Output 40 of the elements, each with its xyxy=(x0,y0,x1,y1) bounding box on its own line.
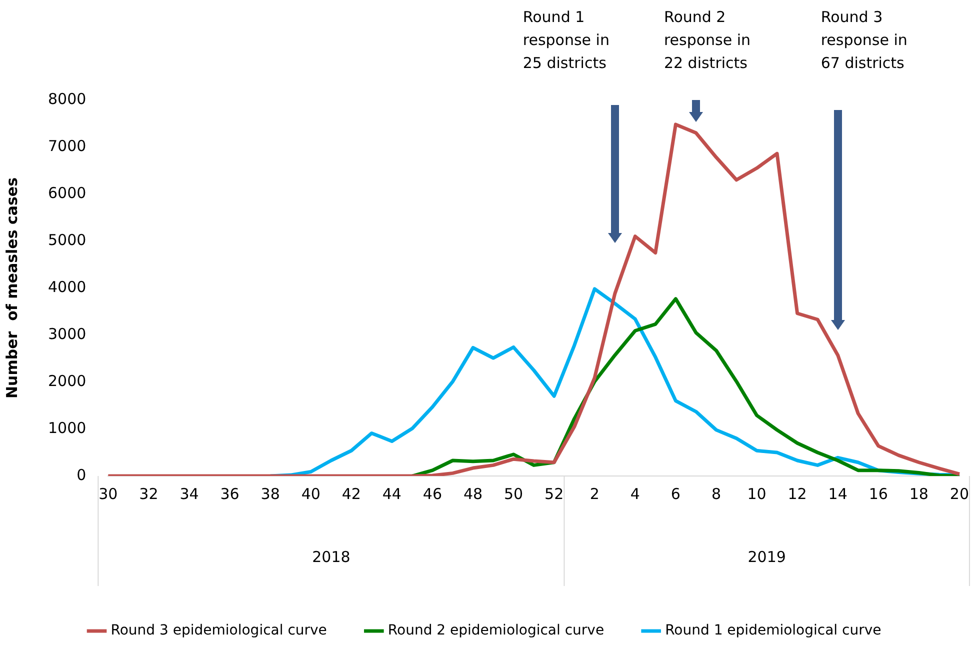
x-tick-label: 50 xyxy=(504,484,524,503)
x-tick-label: 52 xyxy=(544,484,564,503)
x-tick-label: 38 xyxy=(260,484,280,503)
x-tick-label: 48 xyxy=(463,484,483,503)
y-tick-label: 0 xyxy=(76,466,86,484)
text: 2018 xyxy=(312,548,350,566)
legend-label: Round 1 epidemiological curve xyxy=(665,622,882,639)
text: Round 3 response in 67 districts xyxy=(820,7,908,74)
x-tick-label: 4 xyxy=(630,484,640,503)
x-tick-label: 44 xyxy=(382,484,402,503)
x-tick-label: 40 xyxy=(301,484,320,503)
x-tick-label: 34 xyxy=(180,484,199,503)
x-tick-label: 16 xyxy=(868,484,888,503)
text: 2019 xyxy=(748,548,786,566)
x-tick-label: 2 xyxy=(590,484,600,503)
y-axis-title: Number of measles cases xyxy=(2,177,21,399)
y-tick-label: 6000 xyxy=(48,184,86,202)
y-tick-label: 4000 xyxy=(48,278,86,296)
x-tick-label: 8 xyxy=(711,484,722,503)
x-tick-label: 30 xyxy=(98,484,118,503)
x-tick-label: 36 xyxy=(220,484,240,503)
x-tick-label: 10 xyxy=(747,484,766,503)
text: Round 2 response in 22 districts xyxy=(664,7,752,74)
x-tick-label: 18 xyxy=(909,484,928,503)
legend-label: Round 2 epidemiological curve xyxy=(388,622,604,639)
y-tick-label: 8000 xyxy=(48,90,86,108)
x-tick-label: 20 xyxy=(950,484,970,503)
x-tick-label: 6 xyxy=(670,484,680,503)
y-tick-label: 3000 xyxy=(48,324,86,343)
y-tick-label: 2000 xyxy=(48,372,86,390)
y-tick-label: 1000 xyxy=(48,418,86,437)
x-tick-label: 14 xyxy=(828,484,848,503)
text: Round 1 response in 25 districts xyxy=(522,7,610,74)
x-tick-label: 42 xyxy=(342,484,361,503)
legend-label: Round 3 epidemiological curve xyxy=(110,622,327,639)
x-tick-label: 12 xyxy=(788,484,807,503)
x-tick-label: 32 xyxy=(139,484,158,503)
x-tick-label: 46 xyxy=(422,484,442,503)
y-tick-label: 5000 xyxy=(48,230,86,249)
y-tick-label: 7000 xyxy=(48,136,86,155)
